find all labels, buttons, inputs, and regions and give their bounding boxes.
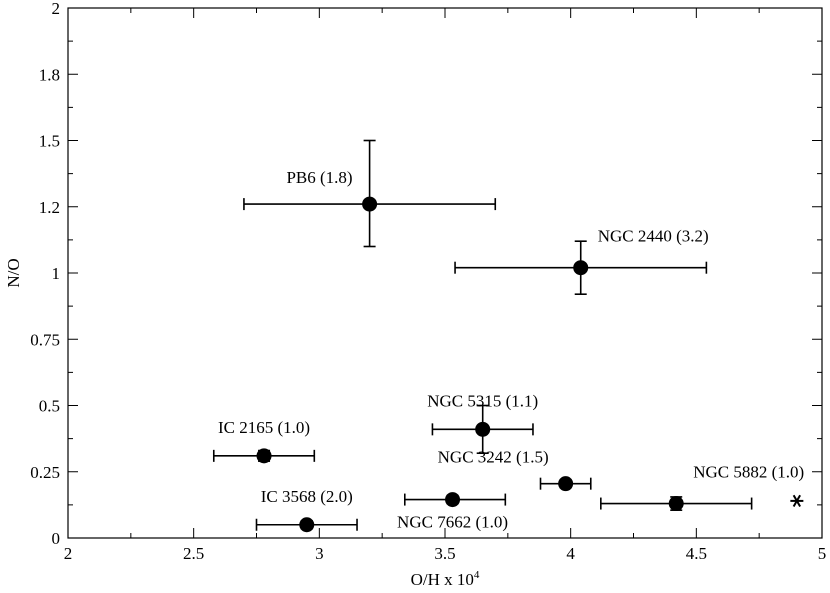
point-label: NGC 7662 (1.0) <box>397 513 508 532</box>
asterisk-stroke <box>792 494 801 508</box>
point-labels: PB6 (1.8) NGC 2440 (3.2) NGC 5315 (1.1) IC … <box>218 168 804 531</box>
data-point <box>558 476 574 492</box>
x-axis-label: O/H x 104 <box>411 569 480 589</box>
tick-labels: 2 2.5 3 3.5 4 4.5 5 0 0.25 0.5 0.75 1 1.2 1.5 1.8 2 <box>30 0 826 563</box>
data-point <box>256 448 272 464</box>
x-tick-label: 4 <box>566 544 575 563</box>
x-tick-label: 5 <box>818 544 827 563</box>
data-point <box>573 260 589 276</box>
point-label: PB6 (1.8) <box>286 168 352 187</box>
y-tick-label: 1.2 <box>39 198 60 217</box>
y-tick-label: 1.8 <box>39 65 60 84</box>
error-bars <box>212 139 753 531</box>
y-tick-label: 1 <box>52 264 61 283</box>
x-tick-label: 3 <box>315 544 324 563</box>
data-point <box>445 492 461 508</box>
y-tick-label: 0.5 <box>39 397 60 416</box>
x-axis-label-superscript: 4 <box>474 569 480 581</box>
x-axis-label-text: O/H x 10 <box>411 570 474 589</box>
point-label: NGC 3242 (1.5) <box>438 448 549 467</box>
data-point <box>362 196 378 212</box>
y-tick-label: 0 <box>52 529 61 548</box>
asterisk-marker <box>790 494 804 508</box>
point-label: NGC 2440 (3.2) <box>598 227 709 246</box>
x-tick-label: 4.5 <box>686 544 707 563</box>
data-point <box>475 421 491 437</box>
data-point <box>668 496 684 512</box>
point-label: IC 2165 (1.0) <box>218 418 310 437</box>
y-tick-label: 0.25 <box>30 463 60 482</box>
x-tick-label: 2.5 <box>183 544 204 563</box>
y-tick-label: 0.75 <box>30 330 60 349</box>
x-tick-label: 2 <box>64 544 73 563</box>
y-tick-label: 2 <box>52 0 61 18</box>
point-label: NGC 5882 (1.0) <box>693 463 804 482</box>
x-tick-label: 3.5 <box>434 544 455 563</box>
y-axis-label: N/O <box>4 258 23 287</box>
data-markers <box>256 196 804 533</box>
y-tick-label: 1.5 <box>39 132 60 151</box>
data-point <box>299 517 315 533</box>
point-label: IC 3568 (2.0) <box>261 487 353 506</box>
point-label: NGC 5315 (1.1) <box>427 391 538 410</box>
plot-frame <box>67 7 823 539</box>
